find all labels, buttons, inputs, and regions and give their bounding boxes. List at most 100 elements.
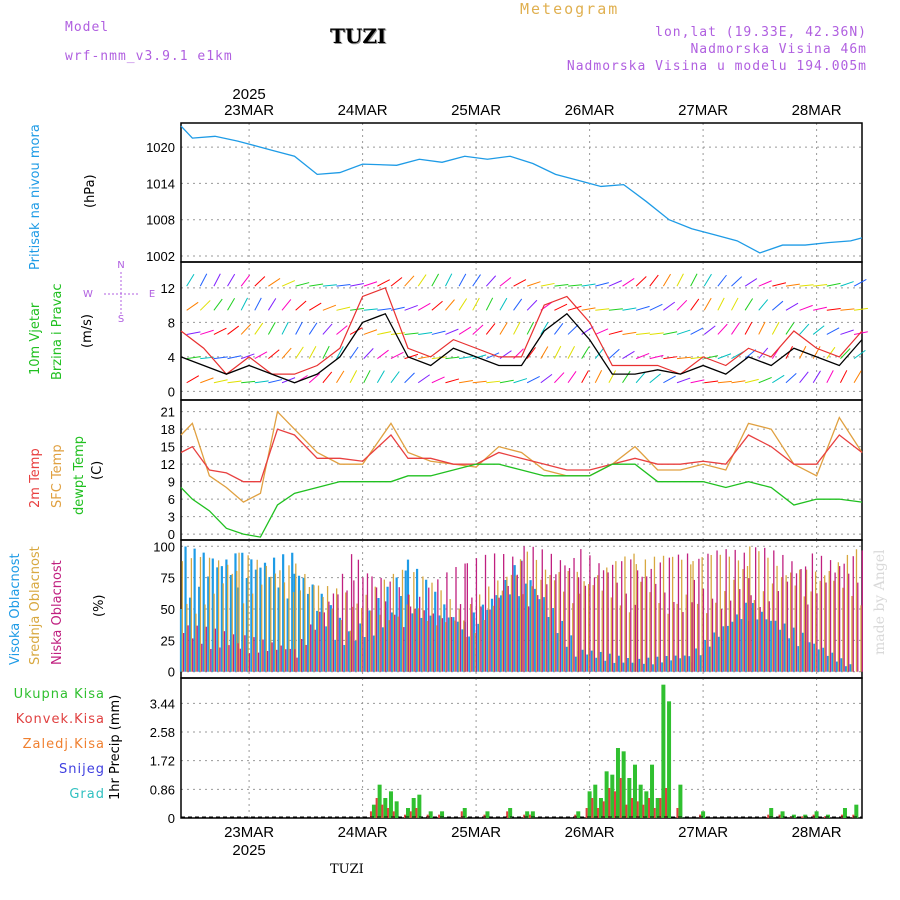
wind-arrow (553, 345, 562, 359)
wind-arrow (676, 299, 688, 311)
precip-total-bar (814, 811, 819, 818)
precip-total-bar (530, 811, 535, 818)
precip-total-bar (650, 764, 655, 818)
wind-arrow (363, 308, 378, 311)
precip-conv-bar (613, 791, 616, 818)
wind-arrow (731, 380, 746, 384)
precip-total-bar (371, 804, 376, 818)
wind-arrow (731, 297, 739, 311)
wind-arrow (594, 347, 605, 359)
precip-conv-bar (381, 804, 384, 818)
wind-arrow (799, 371, 809, 384)
precip-conv-bar (840, 814, 843, 818)
precip-total-bar (462, 808, 467, 818)
top-date-label: 24MAR (338, 102, 388, 119)
wind-arrow (676, 329, 691, 335)
wind-arrow (649, 354, 664, 360)
y-tick-label: 0 (168, 384, 175, 399)
wind-arrow (309, 283, 324, 287)
wind-arrow (853, 307, 868, 311)
precip-total-bar (576, 811, 581, 818)
wind-arrow (853, 278, 867, 287)
wind-arrow (376, 370, 385, 384)
wind-arrow (186, 273, 195, 287)
wind-arrow (404, 304, 418, 311)
precip-conv-bar (812, 814, 815, 818)
wind-arrow (812, 370, 821, 384)
station-title: TUZI (330, 24, 387, 48)
wind-arrow (200, 329, 214, 335)
wind-arrow (772, 282, 787, 287)
wind-arrow (826, 307, 841, 311)
wind-arrow (363, 329, 378, 335)
wind-arrow (404, 353, 419, 360)
wind-arrow (336, 346, 344, 359)
wind-arrow (812, 325, 825, 335)
wind-arrow (336, 284, 351, 287)
precip-total-bar (485, 811, 490, 818)
precip-conv-bar (648, 798, 651, 818)
wind-arrow (513, 298, 523, 311)
precip-total-bar (678, 784, 683, 818)
precip-conv-bar (778, 814, 781, 818)
y-tick-label: 50 (161, 602, 175, 617)
wind-arrow (554, 372, 565, 384)
wind-arrow (200, 377, 214, 384)
precip-total-bar (383, 798, 388, 818)
wind-arrow (295, 282, 310, 287)
wind-arrow (676, 377, 691, 384)
wind-arrow (336, 306, 351, 311)
precip-total-bar (638, 784, 643, 818)
wind-arrow (813, 283, 828, 287)
wind-arrow (240, 274, 251, 287)
precip-total-bar (406, 808, 410, 818)
wind-arrow (445, 273, 453, 287)
wind-arrow (268, 349, 280, 359)
wind-arrow (758, 376, 772, 384)
wind-arrow (418, 331, 433, 335)
wind-arrow (840, 348, 851, 359)
wind-arrow (472, 354, 487, 360)
wind-arrow (799, 345, 807, 359)
wind-arrow (417, 302, 431, 311)
wind-arrow (322, 345, 330, 359)
wind-arrow (595, 282, 609, 287)
wind-arrow (567, 345, 575, 359)
wind-arrow (608, 370, 616, 383)
wind-arrow (704, 380, 719, 384)
top-date-label: 25MAR (451, 102, 501, 119)
precip-total-bar (627, 778, 632, 818)
wind-arrow (635, 371, 646, 384)
wind-arrow (744, 349, 757, 359)
wind-arrow (717, 323, 728, 335)
precip-total-bar (615, 748, 620, 818)
precip-conv-bar (404, 814, 406, 818)
wind-arrow (499, 322, 508, 335)
wind-arrow (485, 275, 497, 287)
wind-arrow (799, 284, 814, 287)
precip-conv-bar (676, 808, 679, 818)
wind-arrow (240, 297, 248, 311)
wind-arrow (431, 376, 445, 384)
wind-arrow (622, 307, 637, 311)
precip-total-bar (667, 701, 672, 818)
precip-conv-bar (801, 816, 804, 818)
bottom-date-label: 26MAR (565, 824, 615, 841)
wind-arrow (390, 277, 403, 287)
y-tick-label: 8 (168, 315, 175, 330)
precip-conv-bar (823, 816, 826, 818)
wind-arrow (662, 273, 671, 287)
precip-total-bar (644, 791, 649, 818)
wind-arrow (445, 299, 455, 311)
wind-arrow (458, 379, 473, 384)
top-date-label: 27MAR (678, 102, 728, 119)
y-tick-label: 15 (161, 440, 175, 455)
y-tick-label: 21 (161, 405, 175, 420)
wind-arrow (417, 374, 431, 384)
wind-arrow (186, 331, 201, 335)
wind-arrow (390, 351, 404, 360)
sfc-temp-line (180, 410, 863, 503)
model-label: Model (65, 20, 110, 35)
wind-arrow (431, 330, 446, 335)
wind-arrow (336, 370, 345, 384)
